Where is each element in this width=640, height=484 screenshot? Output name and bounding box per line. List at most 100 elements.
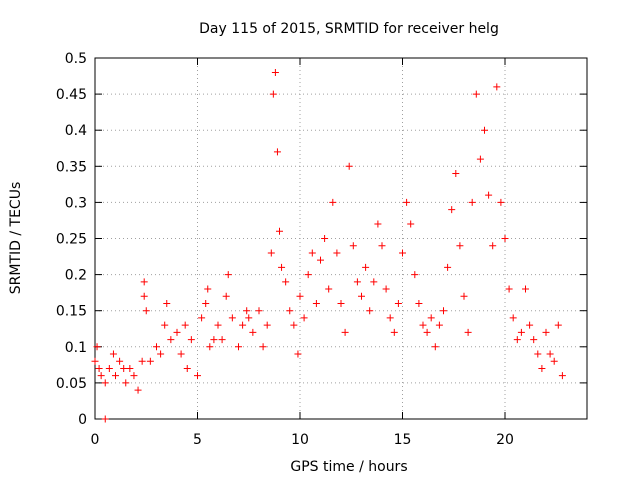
data-point	[522, 285, 529, 293]
data-point	[472, 90, 480, 98]
data-point	[538, 364, 546, 372]
data-point	[181, 321, 189, 329]
data-point	[245, 314, 253, 322]
data-point	[93, 343, 101, 351]
data-point	[444, 263, 452, 271]
data-point	[146, 357, 154, 365]
data-point	[501, 235, 509, 242]
data-point	[362, 263, 370, 271]
data-point	[378, 242, 386, 250]
data-point	[550, 357, 558, 365]
data-point	[263, 321, 271, 329]
y-tick-label: 0.25	[56, 232, 87, 248]
data-point	[194, 372, 201, 380]
y-tick-label: 0.45	[56, 87, 87, 103]
data-point	[95, 364, 103, 372]
data-point	[273, 148, 281, 156]
data-point	[337, 299, 345, 307]
data-point	[358, 292, 365, 300]
data-point	[476, 155, 484, 163]
data-point	[286, 307, 294, 315]
data-point	[296, 292, 304, 300]
data-point	[109, 350, 117, 358]
data-point	[526, 321, 534, 329]
data-point	[267, 249, 275, 257]
data-point	[546, 350, 554, 358]
data-point	[271, 68, 279, 76]
y-tick-label: 0.2	[65, 268, 87, 284]
data-point	[464, 328, 472, 336]
y-tick-label: 0.15	[56, 304, 87, 320]
data-point	[183, 364, 191, 372]
data-point	[317, 256, 324, 264]
data-point	[489, 242, 497, 250]
data-point	[374, 220, 382, 228]
data-point	[222, 292, 230, 300]
data-point	[325, 285, 333, 293]
y-tick-label: 0.05	[56, 376, 87, 392]
data-point	[206, 343, 214, 351]
data-point	[122, 379, 130, 387]
data-point	[468, 198, 476, 206]
data-point	[140, 292, 148, 300]
data-point	[386, 314, 394, 322]
data-point	[321, 235, 329, 242]
data-point	[101, 415, 109, 423]
y-tick-label: 0.1	[65, 340, 87, 356]
data-point	[239, 321, 247, 329]
data-point	[161, 321, 169, 329]
x-tick-label: 5	[193, 432, 202, 448]
data-point	[349, 242, 357, 250]
data-point	[173, 328, 181, 336]
data-point	[390, 328, 398, 336]
data-point	[224, 271, 232, 279]
data-point	[167, 336, 175, 344]
data-point	[142, 307, 150, 315]
data-point	[294, 350, 302, 358]
data-point	[394, 299, 402, 307]
y-tick-label: 0.4	[65, 123, 87, 139]
data-point	[542, 328, 550, 336]
data-point	[329, 198, 337, 206]
data-point	[130, 372, 138, 380]
data-point	[91, 357, 99, 365]
data-point	[177, 350, 185, 358]
data-point	[126, 364, 134, 372]
data-point	[497, 198, 505, 206]
data-point	[403, 198, 411, 206]
data-point	[460, 292, 468, 300]
data-point	[198, 314, 206, 322]
axes: 0 0.05 0.1 0.15 0.2 0.25 0.3 0.35 0.4 0.45 0.5 0 5 10…	[56, 51, 587, 448]
data-point	[101, 379, 109, 387]
data-point	[278, 263, 286, 271]
data-point	[411, 271, 419, 279]
data-point	[153, 343, 160, 351]
data-point	[431, 343, 439, 351]
grid	[95, 58, 587, 419]
y-axis-label: SRMTID / TECUs	[8, 182, 24, 295]
data-point	[407, 220, 415, 228]
x-tick-label: 15	[394, 432, 412, 448]
data-point	[345, 162, 353, 170]
data-point	[204, 285, 212, 293]
data-point	[485, 191, 493, 199]
data-point	[210, 336, 218, 344]
data-point	[366, 307, 374, 315]
data-point	[419, 321, 427, 329]
x-axis-label: GPS time / hours	[290, 459, 407, 475]
y-tick-label: 0	[78, 412, 87, 428]
data-point	[157, 350, 165, 358]
data-point	[493, 83, 501, 91]
data-point	[228, 314, 236, 322]
data-point	[235, 343, 242, 351]
data-point	[452, 170, 460, 178]
y-tick-label: 0.3	[65, 195, 87, 211]
data-point	[382, 285, 390, 293]
data-point	[513, 336, 521, 344]
data-point	[448, 206, 456, 214]
data-point	[249, 328, 257, 336]
data-point	[370, 278, 378, 286]
data-point	[105, 364, 113, 372]
